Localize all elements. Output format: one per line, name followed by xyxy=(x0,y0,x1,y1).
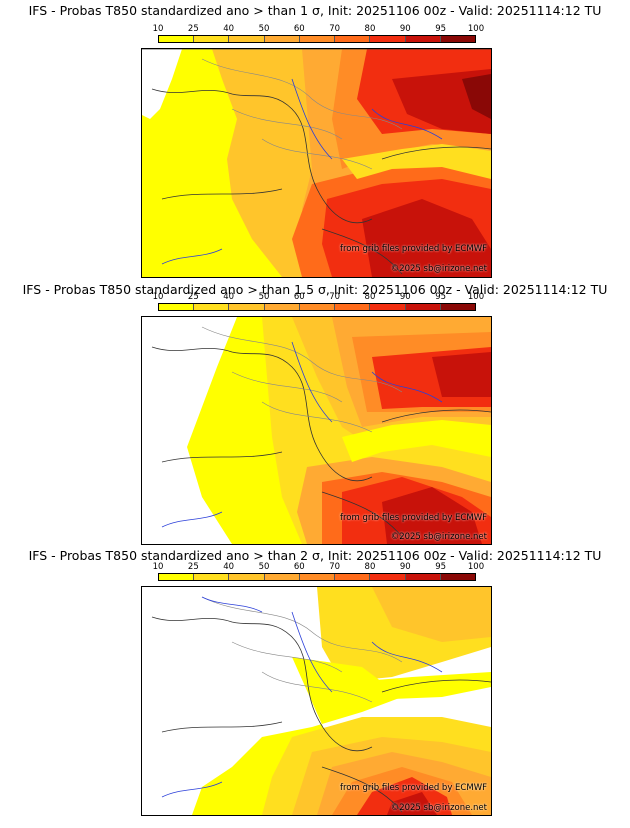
colorbar-bin xyxy=(264,574,300,580)
tick-label: 60 xyxy=(293,292,305,302)
tick-label: 95 xyxy=(435,292,447,302)
colorbar-bin xyxy=(194,36,230,42)
colorbar-bin xyxy=(370,574,406,580)
panel-2-title: IFS - Probas T850 standardized ano > tha… xyxy=(22,282,608,297)
panel-2-map: from grib files provided by ECMWF ©2025 … xyxy=(141,316,492,545)
tick-label: 70 xyxy=(329,562,341,572)
tick-label: 40 xyxy=(223,24,235,34)
panel-2-colorbar xyxy=(158,303,476,311)
tick-label: 10 xyxy=(152,562,164,572)
colorbar-bin xyxy=(370,304,406,310)
colorbar-bin xyxy=(194,304,230,310)
colorbar-bin xyxy=(370,36,406,42)
tick-label: 80 xyxy=(364,292,376,302)
colorbar-bin xyxy=(159,574,195,580)
tick-label: 50 xyxy=(258,292,270,302)
colorbar-bin xyxy=(335,304,371,310)
tick-label: 10 xyxy=(152,24,164,34)
panel-3-map: from grib files provided by ECMWF ©2025 … xyxy=(141,586,492,816)
panel-1-colorbar xyxy=(158,35,476,43)
panel-1-map-field xyxy=(142,49,491,277)
panel-2-colorbar-ticks: 10 25 40 50 60 70 80 90 95 100 xyxy=(153,292,485,302)
tick-label: 50 xyxy=(258,562,270,572)
colorbar-bin xyxy=(299,304,336,310)
panel-1-map: from grib files provided by ECMWF ©2025 … xyxy=(141,48,492,278)
colorbar-bin xyxy=(159,304,195,310)
colorbar-bin xyxy=(229,304,265,310)
tick-label: 80 xyxy=(364,24,376,34)
tick-label: 90 xyxy=(399,562,411,572)
colorbar-bin xyxy=(299,574,336,580)
tick-label: 25 xyxy=(187,292,199,302)
tick-label: 70 xyxy=(329,292,341,302)
panel-1-title: IFS - Probas T850 standardized ano > tha… xyxy=(28,3,602,18)
tick-label: 80 xyxy=(364,562,376,572)
panel-1-credit-copyright: ©2025 sb@irizone.net xyxy=(390,264,487,274)
colorbar-bin xyxy=(335,36,371,42)
panel-3-map-field xyxy=(142,587,491,815)
panel-3-title: IFS - Probas T850 standardized ano > tha… xyxy=(28,548,602,563)
tick-label: 100 xyxy=(467,24,485,34)
tick-label: 70 xyxy=(329,24,341,34)
tick-label: 100 xyxy=(467,292,485,302)
colorbar-bin xyxy=(440,304,475,310)
tick-label: 10 xyxy=(152,292,164,302)
panel-1-colorbar-ticks: 10 25 40 50 60 70 80 90 95 100 xyxy=(153,24,485,34)
tick-label: 60 xyxy=(293,562,305,572)
colorbar-bin xyxy=(299,36,336,42)
panel-3-colorbar xyxy=(158,573,476,581)
colorbar-bin xyxy=(264,304,300,310)
panel-3-colorbar-ticks: 10 25 40 50 60 70 80 90 95 100 xyxy=(153,562,485,572)
panel-1-credit-source: from grib files provided by ECMWF xyxy=(340,244,487,254)
tick-label: 60 xyxy=(293,24,305,34)
colorbar-bin xyxy=(159,36,195,42)
colorbar-bin xyxy=(405,304,441,310)
colorbar-bin xyxy=(440,574,475,580)
colorbar-bin xyxy=(229,574,265,580)
colorbar-bin xyxy=(194,574,230,580)
colorbar-bin xyxy=(264,36,300,42)
panel-2-map-field xyxy=(142,317,491,544)
colorbar-bin xyxy=(405,36,441,42)
panel-2-credit-source: from grib files provided by ECMWF xyxy=(340,513,487,523)
panel-2-credit-copyright: ©2025 sb@irizone.net xyxy=(390,532,487,542)
colorbar-bin xyxy=(440,36,475,42)
colorbar-bin xyxy=(229,36,265,42)
tick-label: 100 xyxy=(467,562,485,572)
tick-label: 25 xyxy=(187,562,199,572)
tick-label: 90 xyxy=(399,292,411,302)
tick-label: 40 xyxy=(223,562,235,572)
panel-3-credit-source: from grib files provided by ECMWF xyxy=(340,783,487,793)
colorbar-bin xyxy=(405,574,441,580)
tick-label: 95 xyxy=(435,562,447,572)
tick-label: 95 xyxy=(435,24,447,34)
tick-label: 25 xyxy=(187,24,199,34)
tick-label: 40 xyxy=(223,292,235,302)
colorbar-bin xyxy=(335,574,371,580)
panel-3-credit-copyright: ©2025 sb@irizone.net xyxy=(390,803,487,813)
tick-label: 90 xyxy=(399,24,411,34)
tick-label: 50 xyxy=(258,24,270,34)
